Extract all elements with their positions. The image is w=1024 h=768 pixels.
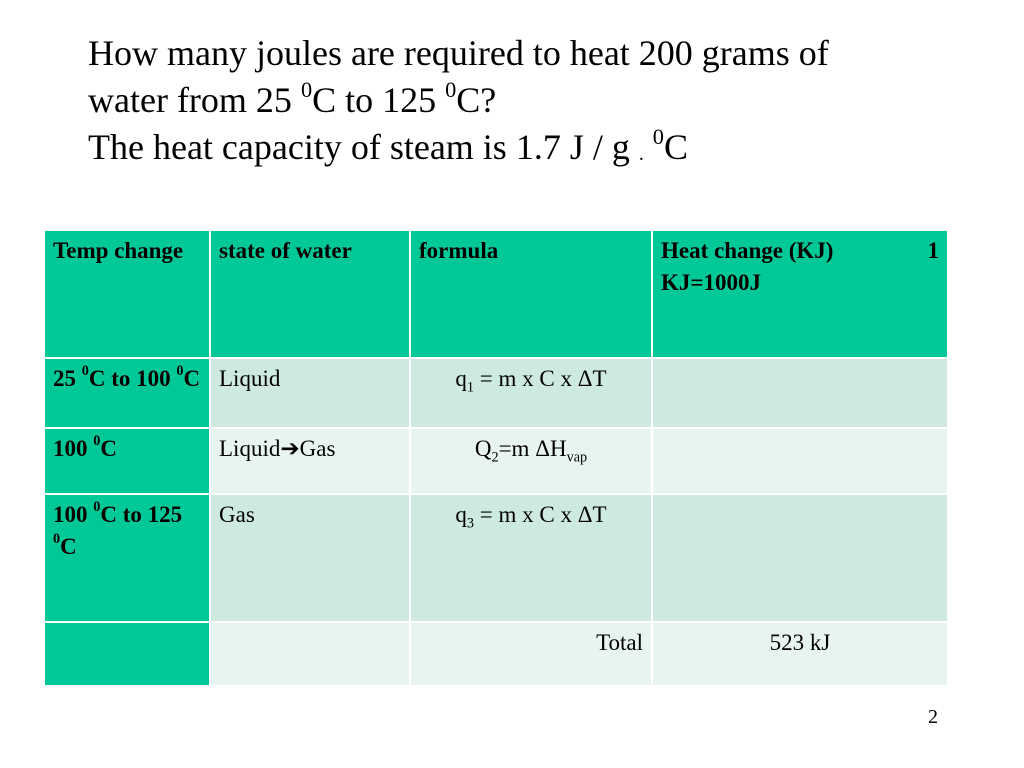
subscript: 2 bbox=[491, 449, 499, 466]
degree-superscript: 0 bbox=[93, 433, 101, 450]
degree-superscript: 0 bbox=[93, 499, 101, 516]
text-fragment: C to 125 bbox=[312, 80, 446, 120]
text-fragment: =m bbox=[498, 436, 536, 461]
header-heat-note-number: 1 bbox=[927, 238, 940, 263]
degree-superscript: 0 bbox=[445, 77, 457, 102]
formula-cell: q1 = m x C x ΔT bbox=[409, 357, 653, 429]
header-heat-change: Heat change (KJ) 1 KJ=1000J bbox=[651, 229, 949, 359]
table-row: 100 0C Liquid➔Gas Q2=m ΔHvap bbox=[43, 427, 949, 495]
text-fragment: C bbox=[663, 127, 688, 167]
table-total-row: Total 523 kJ bbox=[43, 621, 949, 687]
text-fragment: water from 25 bbox=[88, 80, 301, 120]
state-cell: Gas bbox=[209, 493, 411, 623]
temp-change-cell: 25 0C to 100 0C bbox=[43, 357, 211, 429]
text-fragment: C to 125 bbox=[100, 502, 183, 527]
header-temp-change: Temp change bbox=[43, 229, 211, 359]
temp-change-cell: 100 0C bbox=[43, 427, 211, 495]
heat-change-cell bbox=[651, 493, 949, 623]
text-fragment: = m x C x bbox=[474, 366, 578, 391]
text-fragment: 100 bbox=[53, 502, 94, 527]
page-number: 2 bbox=[928, 706, 938, 728]
subscript: vap bbox=[566, 449, 588, 466]
text-fragment: C to 100 bbox=[88, 366, 177, 391]
degree-superscript: 0 bbox=[53, 531, 61, 548]
formula-cell: Q2=m ΔHvap bbox=[409, 427, 653, 495]
text-fragment: C bbox=[100, 436, 117, 461]
subscript: 1 bbox=[466, 379, 475, 396]
table-row: 100 0C to 125 0C Gas q3 = m x C x ΔT bbox=[43, 493, 949, 623]
text-fragment: T bbox=[592, 366, 607, 391]
table-header-row: Temp change state of water formula Heat … bbox=[43, 229, 949, 359]
multiply-dot: . bbox=[638, 143, 644, 166]
text-fragment: 25 bbox=[53, 366, 82, 391]
text-fragment: C bbox=[60, 534, 77, 559]
text-fragment: q bbox=[455, 502, 467, 527]
heat-change-cell bbox=[651, 427, 949, 495]
text-fragment: C bbox=[183, 366, 201, 391]
degree-superscript: 0 bbox=[176, 363, 184, 380]
state-cell: Liquid bbox=[209, 357, 411, 429]
table-row: 25 0C to 100 0C Liquid q1 = m x C x ΔT bbox=[43, 357, 949, 429]
heat-change-cell bbox=[651, 357, 949, 429]
delta-symbol: Δ bbox=[577, 502, 593, 527]
question-line-2: water from 25 0C to 125 0C? bbox=[88, 77, 988, 124]
text-fragment: Q bbox=[474, 436, 492, 461]
text-fragment: Gas bbox=[299, 436, 336, 461]
question-text: How many joules are required to heat 200… bbox=[88, 30, 988, 174]
text-fragment: 100 bbox=[53, 436, 94, 461]
arrow-right-icon: ➔ bbox=[280, 436, 300, 461]
text-fragment: H bbox=[549, 436, 567, 461]
formula-cell: q3 = m x C x ΔT bbox=[409, 493, 653, 623]
text-fragment: q bbox=[455, 366, 467, 391]
state-cell bbox=[209, 621, 411, 687]
temp-change-cell: 100 0C to 125 0C bbox=[43, 493, 211, 623]
text-fragment: T bbox=[592, 502, 607, 527]
total-value: 523 kJ bbox=[651, 621, 949, 687]
delta-symbol: Δ bbox=[535, 436, 550, 461]
text-fragment: C? bbox=[456, 80, 497, 120]
header-state-of-water: state of water bbox=[209, 229, 411, 359]
total-label: Total bbox=[409, 621, 653, 687]
delta-symbol: Δ bbox=[577, 366, 593, 391]
text-fragment: = m x C x bbox=[474, 502, 578, 527]
degree-superscript: 0 bbox=[300, 77, 313, 102]
state-cell: Liquid➔Gas bbox=[209, 427, 411, 495]
heat-change-table: Temp change state of water formula Heat … bbox=[43, 229, 949, 687]
subscript: 3 bbox=[466, 515, 475, 532]
question-line-1: How many joules are required to heat 200… bbox=[88, 33, 829, 73]
text-fragment: Liquid bbox=[219, 436, 281, 461]
header-formula: formula bbox=[409, 229, 653, 359]
header-heat-change-label: Heat change (KJ) bbox=[661, 238, 834, 263]
question-line-3: The heat capacity of steam is 1.7 J / g … bbox=[88, 124, 988, 174]
degree-superscript: 0 bbox=[81, 363, 89, 380]
text-fragment: The heat capacity of steam is 1.7 J / g bbox=[88, 127, 639, 167]
header-heat-note: KJ=1000J bbox=[661, 270, 761, 295]
temp-change-cell bbox=[43, 621, 211, 687]
degree-superscript: 0 bbox=[652, 124, 664, 149]
